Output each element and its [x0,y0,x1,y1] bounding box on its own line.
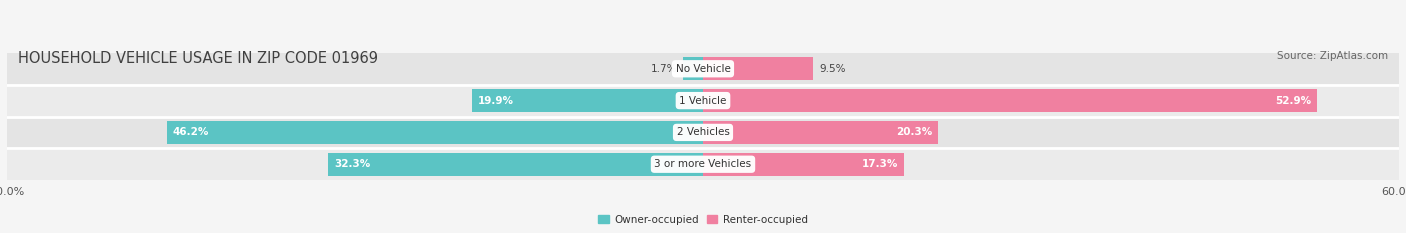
Bar [7,116,1399,148]
Text: 46.2%: 46.2% [173,127,209,137]
Text: 2 Vehicles: 2 Vehicles [676,127,730,137]
Text: HOUSEHOLD VEHICLE USAGE IN ZIP CODE 01969: HOUSEHOLD VEHICLE USAGE IN ZIP CODE 0196… [18,51,378,66]
Bar [683,57,703,80]
Text: 19.9%: 19.9% [478,96,515,106]
Bar [7,85,1399,116]
Bar [472,89,703,112]
Bar [7,148,1399,180]
Text: 20.3%: 20.3% [897,127,932,137]
Text: 9.5%: 9.5% [818,64,845,74]
Bar [7,53,1399,85]
Text: 1.7%: 1.7% [651,64,678,74]
Bar [703,121,938,144]
Text: 52.9%: 52.9% [1275,96,1310,106]
Text: 1 Vehicle: 1 Vehicle [679,96,727,106]
Text: 3 or more Vehicles: 3 or more Vehicles [654,159,752,169]
Bar [703,153,904,176]
Bar [167,121,703,144]
Bar [703,57,813,80]
Legend: Owner-occupied, Renter-occupied: Owner-occupied, Renter-occupied [595,210,811,229]
Text: Source: ZipAtlas.com: Source: ZipAtlas.com [1277,51,1388,61]
Bar [703,89,1316,112]
Bar [329,153,703,176]
Text: No Vehicle: No Vehicle [675,64,731,74]
Text: 17.3%: 17.3% [862,159,898,169]
Text: 32.3%: 32.3% [335,159,370,169]
